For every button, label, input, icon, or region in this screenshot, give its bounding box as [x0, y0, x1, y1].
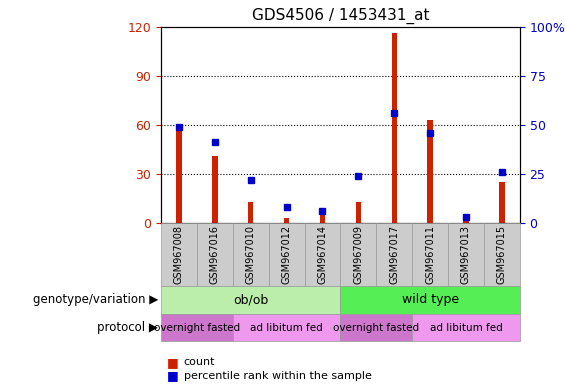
- Text: GSM967015: GSM967015: [497, 225, 507, 284]
- Text: GSM967010: GSM967010: [246, 225, 256, 284]
- Text: GSM967012: GSM967012: [281, 225, 292, 284]
- Bar: [355, 202, 361, 223]
- Text: overnight fasted: overnight fasted: [154, 323, 240, 333]
- Bar: [176, 130, 182, 223]
- Bar: [427, 120, 433, 223]
- Text: count: count: [184, 358, 215, 367]
- Text: wild type: wild type: [402, 293, 459, 306]
- Bar: [284, 218, 289, 223]
- Text: overnight fasted: overnight fasted: [333, 323, 419, 333]
- Bar: [212, 156, 218, 223]
- Bar: [463, 220, 469, 223]
- Title: GDS4506 / 1453431_at: GDS4506 / 1453431_at: [251, 8, 429, 24]
- Bar: [320, 215, 325, 223]
- Text: GSM967013: GSM967013: [461, 225, 471, 284]
- Text: GSM967011: GSM967011: [425, 225, 435, 284]
- Text: GSM967009: GSM967009: [353, 225, 363, 284]
- Text: genotype/variation ▶: genotype/variation ▶: [33, 293, 158, 306]
- Text: ad libitum fed: ad libitum fed: [250, 323, 323, 333]
- Text: percentile rank within the sample: percentile rank within the sample: [184, 371, 372, 381]
- Text: ad libitum fed: ad libitum fed: [429, 323, 502, 333]
- Bar: [248, 202, 254, 223]
- Text: ■: ■: [167, 369, 179, 382]
- Text: GSM967016: GSM967016: [210, 225, 220, 284]
- Bar: [499, 182, 505, 223]
- Text: ob/ob: ob/ob: [233, 293, 268, 306]
- Text: ■: ■: [167, 356, 179, 369]
- Text: GSM967008: GSM967008: [174, 225, 184, 284]
- Text: protocol ▶: protocol ▶: [97, 321, 158, 334]
- Text: GSM967017: GSM967017: [389, 225, 399, 284]
- Bar: [392, 33, 397, 223]
- Text: GSM967014: GSM967014: [318, 225, 328, 284]
